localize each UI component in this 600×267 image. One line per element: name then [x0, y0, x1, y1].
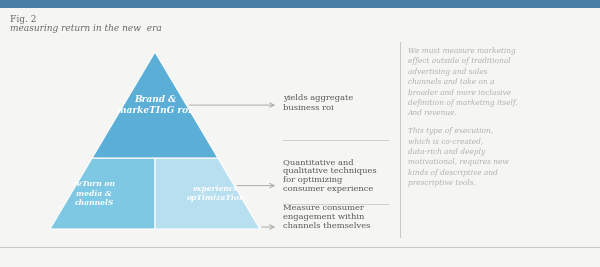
Polygon shape	[155, 158, 260, 229]
Text: This type of execution,
which is co-created,
data-rich and deeply
motivational, : This type of execution, which is co-crea…	[408, 127, 509, 187]
Bar	[0, 0, 600, 8]
Text: Brand &
markeTInG roI: Brand & markeTInG roI	[118, 95, 193, 115]
Text: yields aggregate
business roi: yields aggregate business roi	[283, 95, 353, 112]
Text: reTurn on
media &
channelS: reTurn on media & channelS	[73, 180, 115, 207]
Text: measuring return in the new  era: measuring return in the new era	[10, 24, 162, 33]
Text: experience
opTimizaTion: experience opTimizaTion	[187, 185, 245, 202]
Text: Quantitative and
qualitative techniques
for optimizing
consumer experience: Quantitative and qualitative techniques …	[283, 158, 377, 193]
Polygon shape	[92, 52, 218, 158]
Text: Measure consumer
engagement within
channels themselves: Measure consumer engagement within chann…	[283, 204, 370, 230]
Polygon shape	[50, 158, 155, 229]
Text: We must measure marketing
effect outside of traditional
advertising and sales
ch: We must measure marketing effect outside…	[408, 47, 518, 117]
Text: Fig. 2: Fig. 2	[10, 15, 37, 24]
